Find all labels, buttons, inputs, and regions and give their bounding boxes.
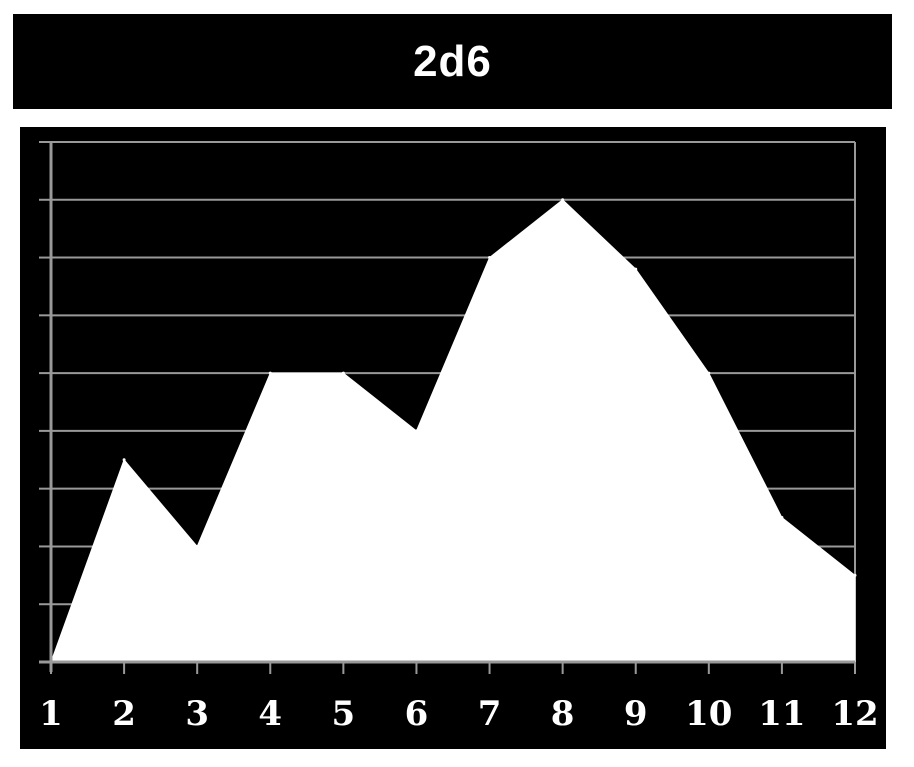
x-tick-label: 10: [685, 694, 732, 734]
x-tick-label: 7: [478, 694, 502, 734]
x-tick-label: 6: [405, 694, 429, 734]
x-tick-label: 2: [112, 694, 136, 734]
axis-layer: [39, 141, 856, 674]
chart-title-bar: 2d6: [13, 14, 892, 109]
data-point: [634, 267, 638, 271]
x-tick-label: 9: [624, 694, 648, 734]
x-tick-labels: 1 2 3 4 5 6 7 8 9 10 11 12: [39, 694, 879, 734]
x-tick-label: 12: [831, 694, 878, 734]
data-point: [341, 371, 345, 375]
x-tick-label: 3: [185, 694, 209, 734]
data-point: [561, 198, 565, 202]
x-tick-label: 11: [758, 694, 805, 734]
chart-panel: 1 2 3 4 5 6 7 8 9 10 11 12: [20, 127, 886, 749]
x-tick-label: 8: [551, 694, 575, 734]
data-point: [414, 429, 418, 433]
area-chart: 1 2 3 4 5 6 7 8 9 10 11 12: [39, 141, 879, 734]
data-point: [488, 256, 492, 260]
data-point: [195, 544, 199, 548]
area-series: [50, 199, 856, 663]
x-tick-label: 5: [332, 694, 356, 734]
x-tick-label: 1: [39, 694, 63, 734]
x-tick-label: 4: [258, 694, 282, 734]
data-point: [853, 573, 857, 577]
data-point: [122, 458, 126, 462]
chart-title: 2d6: [413, 36, 492, 86]
data-point: [268, 371, 272, 375]
data-point: [780, 516, 784, 520]
data-point: [707, 371, 711, 375]
